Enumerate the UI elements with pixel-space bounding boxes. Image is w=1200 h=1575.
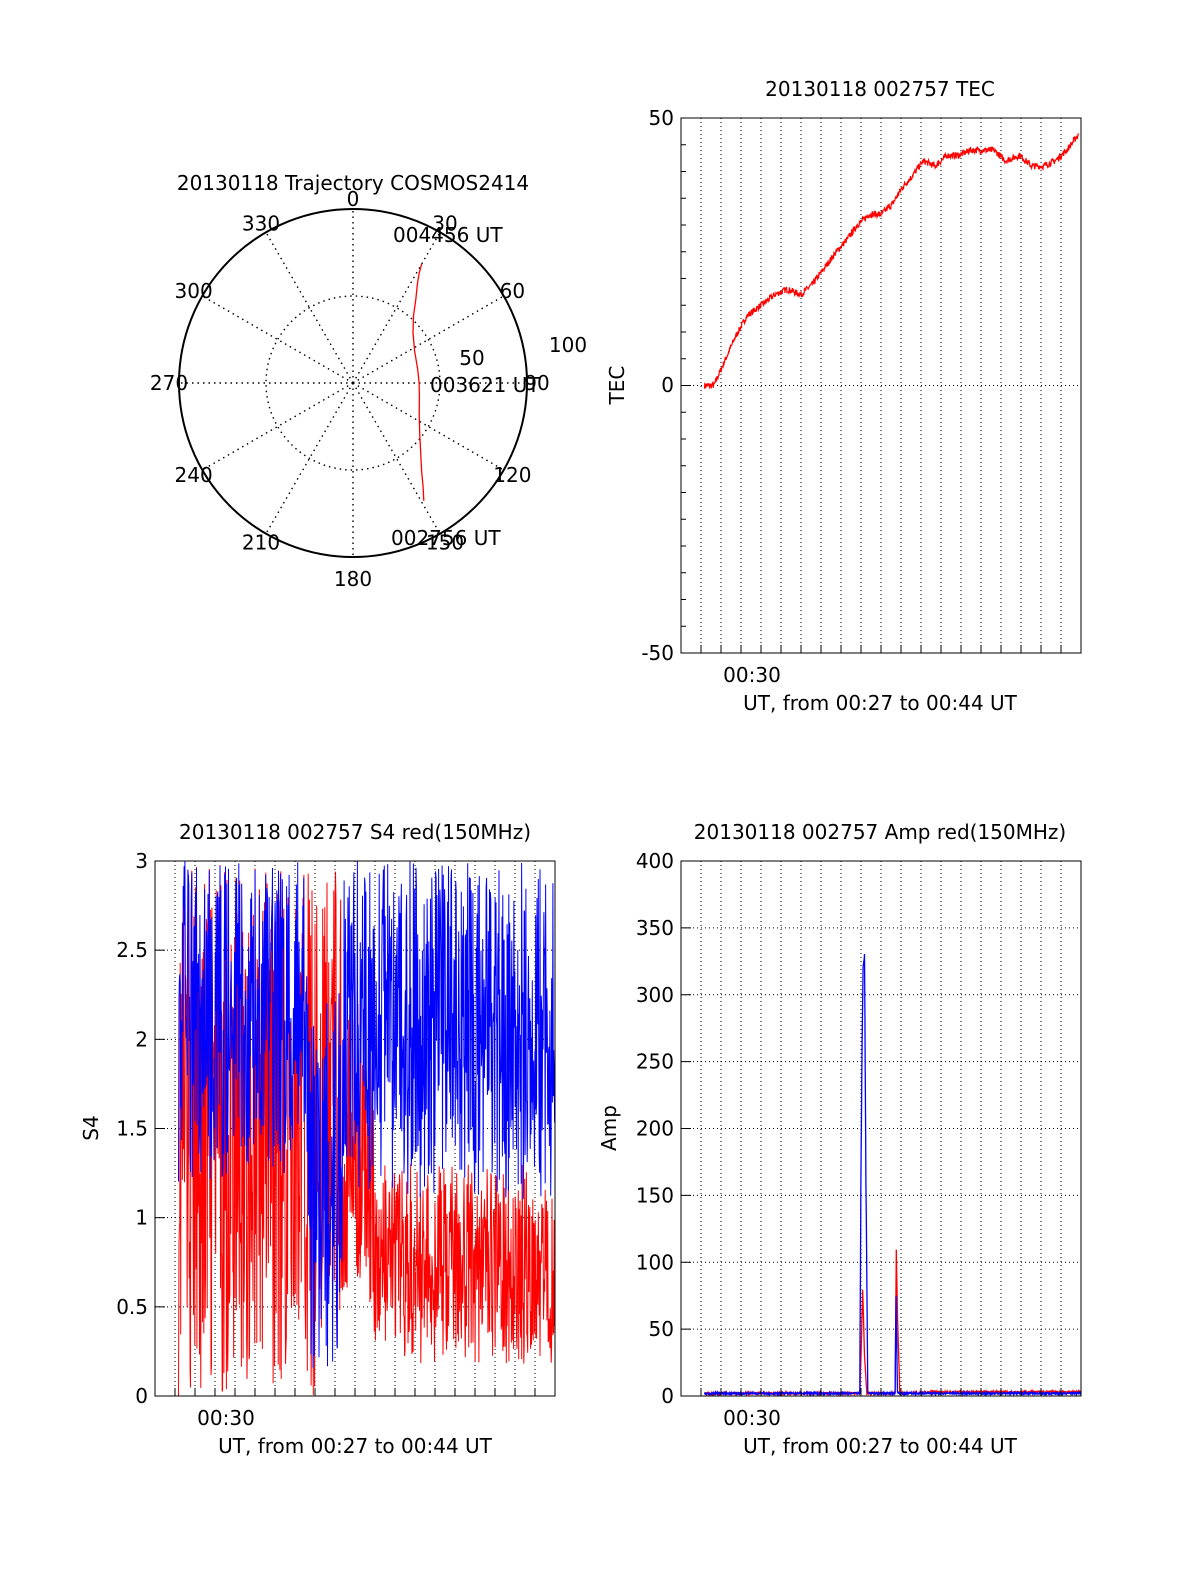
s4-series-blue	[178, 861, 556, 1368]
tec-y-tick-label-top: 50	[649, 106, 674, 130]
polar-spoke-60	[352, 295, 505, 384]
azimuth-label-240: 240	[175, 463, 213, 487]
trajectory-panel: 20130118 Trajectory COSMOS2414 0 30 60 90 12…	[150, 171, 587, 591]
trajectory-track	[412, 263, 425, 501]
s4-y-tick-label-3: 1.5	[116, 1117, 148, 1141]
azimuth-label-90: 90	[524, 371, 549, 395]
azimuth-label-270: 270	[150, 371, 188, 395]
trajectory-title: 20130118 Trajectory COSMOS2414	[177, 171, 529, 195]
azimuth-label-120: 120	[493, 463, 531, 487]
polar-outer-circle	[178, 208, 528, 558]
s4-panel: 20130118 002757 S4 red(150MHz) 0 0.5 1 1.5 2…	[79, 820, 556, 1458]
amp-grid	[681, 860, 1081, 1397]
azimuth-label-180: 180	[334, 567, 372, 591]
amp-y-tick-label-3: 150	[636, 1183, 674, 1207]
s4-y-tick-label-2: 1	[135, 1206, 148, 1230]
s4-title: 20130118 002757 S4 red(150MHz)	[179, 820, 531, 844]
amp-x-axis-label: UT, from 00:27 to 00:44 UT	[743, 1434, 1018, 1458]
tec-series-red	[703, 132, 1079, 390]
polar-spoke-330	[265, 231, 354, 384]
azimuth-label-60: 60	[500, 279, 525, 303]
amp-y-tick-label-1: 50	[649, 1317, 674, 1341]
tec-panel: 20130118 002757 TEC 50 0 -50 00:30 UT, f…	[605, 77, 1082, 715]
s4-x-tick-label: 00:30	[197, 1406, 255, 1430]
tec-x-axis-label: UT, from 00:27 to 00:44 UT	[743, 691, 1018, 715]
amp-panel: 20130118 002757 Amp red(150MHz) 0 50 100 15…	[597, 820, 1082, 1458]
s4-series-red	[178, 864, 556, 1396]
s4-y-ticks: 0 0.5 1 1.5 2 2.5 3	[116, 849, 536, 1408]
tec-grid	[681, 118, 1081, 653]
azimuth-label-0: 0	[347, 187, 360, 211]
amp-x-tick-label: 00:30	[723, 1406, 781, 1430]
s4-y-tick-label-6: 3	[135, 849, 148, 873]
polar-spoke-210	[265, 382, 354, 535]
polar-spoke-120	[352, 382, 505, 471]
tec-y-tick-label-mid: 0	[661, 373, 674, 397]
s4-y-tick-label-5: 2.5	[116, 938, 148, 962]
amp-y-tick-label-8: 400	[636, 849, 674, 873]
amp-y-tick-label-4: 200	[636, 1117, 674, 1141]
polar-spoke-240	[201, 382, 354, 471]
polar-spoke-300	[201, 295, 354, 384]
amp-series-blue	[703, 953, 1082, 1397]
s4-x-axis-label: UT, from 00:27 to 00:44 UT	[218, 1434, 493, 1458]
polar-spoke-30	[352, 231, 441, 384]
s4-data	[178, 861, 556, 1396]
azimuth-label-330: 330	[242, 212, 280, 236]
amp-data	[703, 953, 1082, 1397]
s4-y-axis-label: S4	[79, 1115, 103, 1140]
amp-y-tick-label-6: 300	[636, 983, 674, 1007]
azimuth-label-30: 30	[432, 212, 457, 236]
elevation-ring-label-100: 100	[549, 333, 587, 357]
s4-y-tick-label-1: 0.5	[116, 1295, 148, 1319]
amp-y-axis-label: Amp	[597, 1105, 621, 1151]
s4-y-tick-label-0: 0	[135, 1384, 148, 1408]
amp-y-tick-label-2: 100	[636, 1250, 674, 1274]
azimuth-label-300: 300	[175, 279, 213, 303]
amp-y-tick-label-0: 0	[661, 1384, 674, 1408]
azimuth-label-150: 150	[426, 530, 464, 554]
tec-y-axis-label: TEC	[605, 366, 629, 406]
amp-y-tick-label-5: 250	[636, 1050, 674, 1074]
amp-title: 20130118 002757 Amp red(150MHz)	[694, 820, 1066, 844]
polar-ring-50	[265, 295, 441, 471]
trajectory-start-time: 002756 UT	[391, 526, 501, 550]
tec-title: 20130118 002757 TEC	[765, 77, 995, 101]
elevation-ring-label-50: 50	[459, 346, 484, 370]
tec-y-ticks	[681, 144, 1062, 653]
amp-y-ticks: 0 50 100 150 200 250 300 350 400	[636, 849, 1062, 1408]
tec-x-tick-label: 00:30	[723, 663, 781, 687]
polar-grid	[179, 209, 527, 557]
s4-y-tick-label-4: 2	[135, 1027, 148, 1051]
amp-y-tick-label-7: 350	[636, 916, 674, 940]
trajectory-end-time: 004456 UT	[393, 223, 503, 247]
trajectory-mid-time: 003621 UT	[430, 373, 540, 397]
polar-spoke-150	[352, 382, 441, 535]
azimuth-label-210: 210	[242, 530, 280, 554]
tec-y-tick-label-bottom: -50	[641, 641, 674, 665]
azimuth-labels: 0 30 60 90 120 150 180 210 240 270 300 330	[150, 187, 550, 591]
